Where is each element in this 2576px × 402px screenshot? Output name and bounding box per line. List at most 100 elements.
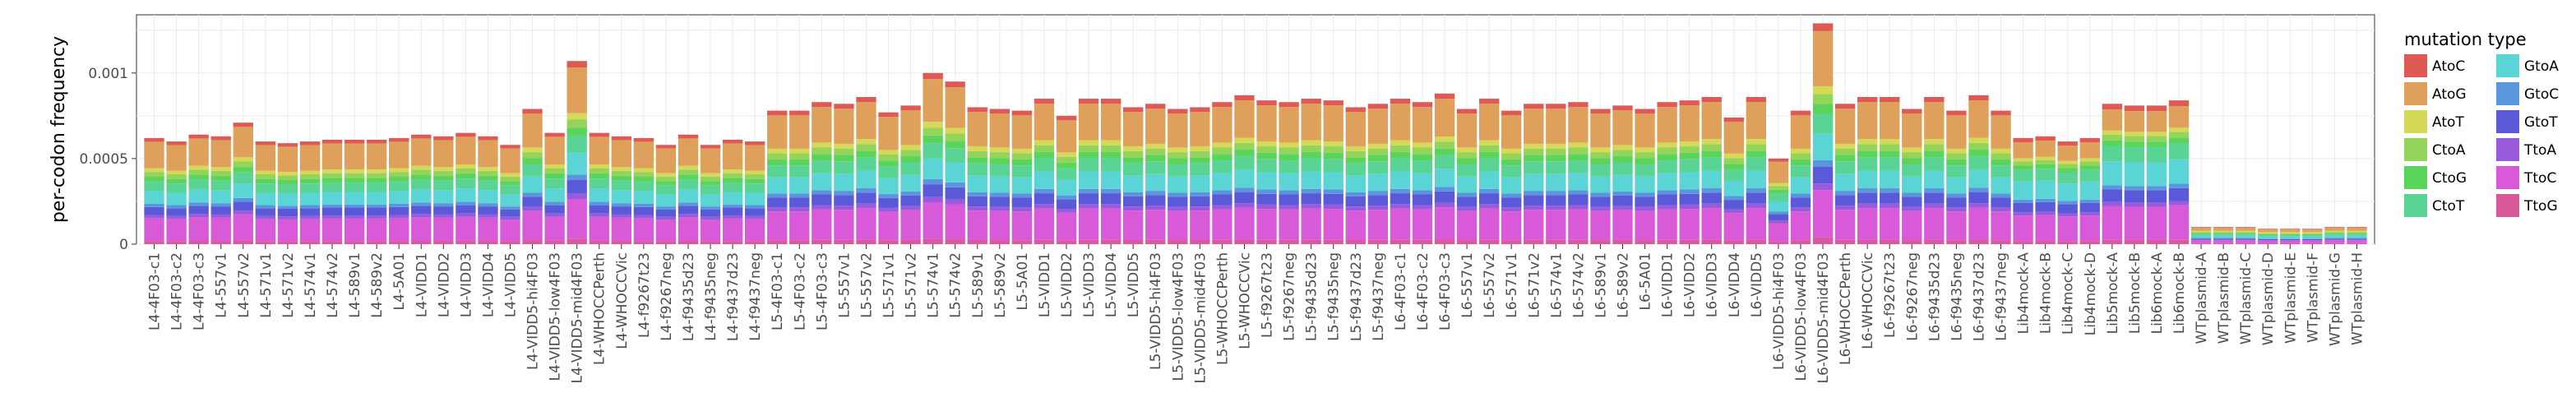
bar-segment-CtoA	[1190, 150, 1210, 158]
bar-segment-AtoC	[1968, 95, 1989, 101]
bar-segment-TtoG	[344, 241, 365, 244]
bar-segment-CtoG	[567, 127, 587, 136]
bar-segment-CtoG	[1590, 158, 1611, 164]
bar-segment-CtoG	[1390, 151, 1411, 159]
bar-segment-TtoC	[1234, 207, 1255, 240]
bar-segment-TtoC	[1190, 210, 1210, 241]
bar-segment-GtoC	[611, 203, 631, 207]
legend-label-TtoA: TtoA	[2523, 142, 2556, 159]
bar-segment-GtoT	[1122, 196, 1144, 207]
bar-segment-AtoC	[2324, 227, 2345, 229]
bar-Lib6mock-B	[2168, 100, 2190, 244]
bar-segment-GtoT	[1168, 196, 1188, 207]
bar-segment-AtoC	[1857, 96, 1878, 103]
bar-segment-AtoT	[2124, 132, 2145, 136]
bar-segment-CtoG	[1790, 159, 1811, 166]
bar-segment-CtoG	[2035, 164, 2056, 169]
bar-segment-TtoG	[1701, 239, 1722, 244]
bar-segment-AtoT	[1412, 142, 1433, 148]
bar-segment-AtoT	[1834, 143, 1856, 149]
bar-segment-GtoC	[1478, 188, 1500, 194]
bar-segment-GtoA	[1412, 173, 1433, 191]
bar-segment-AtoG	[1212, 107, 1233, 143]
bar-segment-GtoC	[1279, 190, 1299, 195]
bar-segment-TtoA	[299, 215, 321, 219]
bar-segment-TtoC	[478, 217, 498, 242]
bar-segment-AtoT	[1679, 141, 1700, 147]
bar-segment-TtoA	[812, 205, 832, 210]
bar-segment-AtoT	[1034, 140, 1055, 146]
bar-segment-AtoT	[1524, 143, 1544, 149]
bar-segment-CtoG	[633, 177, 654, 182]
x-tick-label: WTplasmid-H	[2349, 252, 2366, 345]
x-tick-label: L6-VIDD4	[1727, 252, 1743, 317]
bar-segment-CtoG	[678, 174, 699, 180]
bar-segment-AtoG	[1168, 113, 1188, 148]
bar-segment-TtoC	[633, 218, 654, 242]
bar-segment-AtoT	[2035, 156, 2056, 160]
x-tick-label: L5-f9437d23	[1348, 252, 1365, 341]
bar-segment-GtoA	[567, 152, 587, 175]
bar-segment-CtoG	[1946, 159, 1967, 166]
bar-L6-f9435d23	[1924, 96, 1945, 244]
bar-segment-CtoT	[2213, 233, 2234, 236]
bar-segment-CtoA	[166, 174, 187, 179]
bar-segment-AtoC	[2102, 104, 2122, 110]
bar-segment-GtoA	[1234, 169, 1255, 188]
bar-segment-TtoA	[1412, 205, 1433, 210]
bar-segment-GtoC	[344, 204, 365, 208]
bar-segment-AtoG	[700, 148, 721, 173]
bar-segment-AtoC	[389, 137, 409, 142]
bar-segment-TtoG	[789, 240, 810, 244]
bar-segment-CtoG	[722, 178, 743, 183]
bar-segment-CtoG	[812, 154, 832, 161]
bar-segment-TtoA	[1857, 203, 1878, 209]
bar-segment-GtoA	[344, 192, 365, 205]
bar-segment-TtoC	[1323, 209, 1343, 240]
bar-segment-TtoC	[1880, 208, 1900, 240]
bar-segment-AtoG	[544, 136, 565, 165]
bar-segment-CtoA	[2035, 159, 2056, 164]
x-tick-label: L5-589v1	[970, 252, 987, 318]
bar-segment-TtoG	[1412, 239, 1433, 244]
bar-segment-TtoC	[1345, 210, 1366, 241]
bar-segment-CtoG	[1122, 157, 1144, 164]
bar-segment-AtoT	[1345, 146, 1366, 151]
bar-L5-VIDD5-low4F03	[1168, 109, 1188, 244]
bar-segment-GtoC	[544, 201, 565, 206]
x-tick-label: L6-WHOCCPerth	[1838, 252, 1854, 365]
bar-segment-TtoA	[1524, 206, 1544, 210]
bar-segment-GtoT	[633, 206, 654, 215]
bar-segment-AtoG	[1501, 115, 1522, 149]
bar-segment-TtoA	[1279, 205, 1299, 210]
bar-L5-574v2	[945, 81, 965, 244]
bar-segment-CtoG	[611, 175, 631, 181]
bar-segment-AtoC	[567, 61, 587, 68]
bar-segment-TtoA	[700, 216, 721, 220]
x-tick-label: L5-4F03-c2	[792, 252, 808, 330]
bar-segment-GtoC	[1011, 193, 1033, 198]
bar-segment-TtoG	[1612, 239, 1633, 244]
x-tick-label: L5-f9435d23	[1304, 252, 1320, 341]
bar-segment-AtoG	[1635, 113, 1655, 148]
bar-segment-CtoG	[2324, 233, 2345, 234]
bar-segment-TtoA	[389, 215, 409, 219]
bar-segment-TtoC	[1679, 209, 1700, 240]
bar-segment-AtoT	[834, 143, 854, 149]
bar-segment-TtoC	[923, 201, 943, 239]
bar-segment-GtoC	[255, 205, 276, 209]
bar-segment-CtoT	[1701, 157, 1722, 171]
bar-segment-TtoG	[1011, 240, 1033, 244]
bar-segment-TtoA	[366, 215, 387, 219]
bar-segment-AtoT	[2302, 232, 2323, 233]
bar-segment-TtoC	[2280, 240, 2301, 243]
bar-segment-TtoG	[989, 240, 1010, 244]
bar-segment-AtoT	[389, 168, 409, 173]
bar-segment-AtoG	[989, 113, 1010, 148]
bar-segment-GtoA	[366, 192, 387, 205]
bar-segment-TtoG	[2168, 239, 2190, 244]
bar-segment-TtoA	[1657, 205, 1677, 210]
bar-segment-CtoA	[1456, 152, 1478, 159]
bar-segment-GtoC	[1367, 191, 1389, 196]
bar-segment-TtoG	[834, 239, 854, 244]
